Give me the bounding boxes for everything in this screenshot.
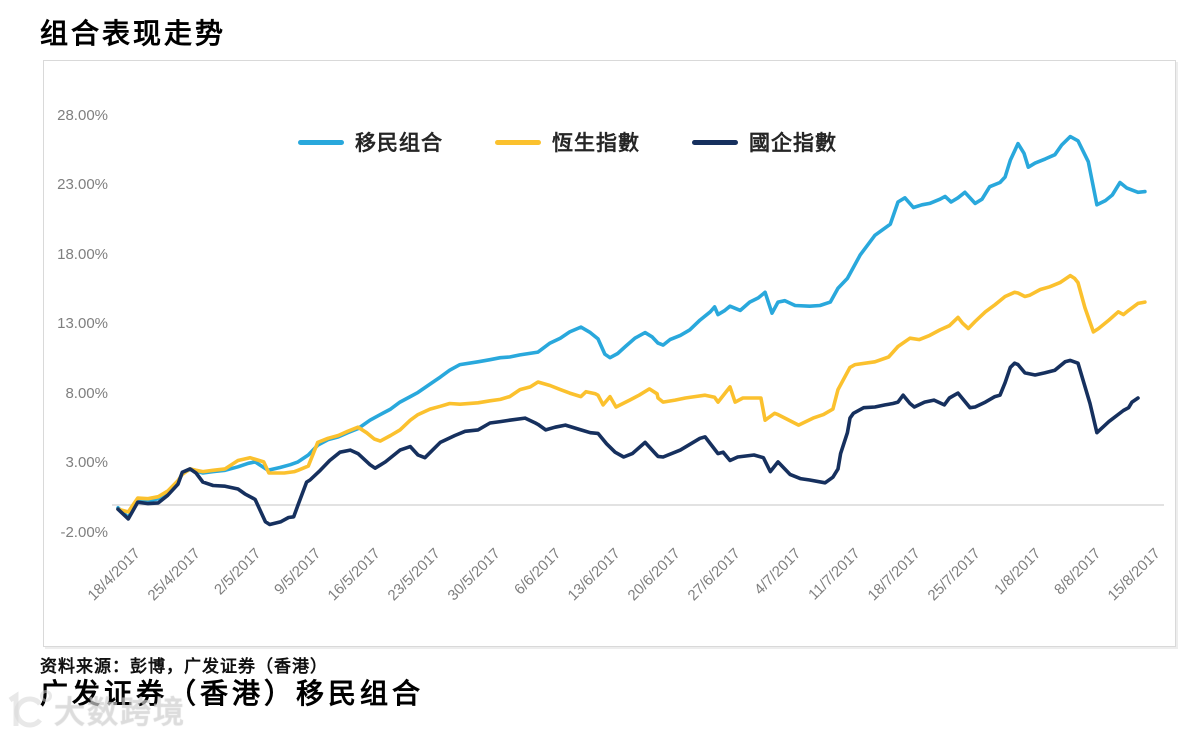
legend-swatch-portfolio-icon bbox=[298, 139, 344, 145]
watermark: 大数跨境 bbox=[2, 686, 186, 732]
legend-label-hscei: 國企指數 bbox=[749, 131, 837, 155]
y-axis-tick-label: 18.00% bbox=[57, 245, 108, 263]
legend-swatch-hscei-icon bbox=[692, 139, 738, 145]
legend-item-hsi: 恆生指數 bbox=[495, 127, 640, 157]
watermark-logo-icon bbox=[8, 690, 52, 728]
legend-swatch-hsi-icon bbox=[495, 139, 541, 145]
y-axis-tick-label: 28.00% bbox=[57, 106, 108, 124]
y-axis-tick-label: -2.00% bbox=[60, 523, 108, 541]
chart-legend: 移民组合 恆生指數 國企指數 bbox=[298, 127, 837, 157]
page-title: 组合表现走势 bbox=[40, 19, 227, 50]
legend-label-hsi: 恆生指數 bbox=[552, 131, 640, 155]
y-axis-tick-label: 3.00% bbox=[65, 454, 108, 472]
footer-title: 广发证券（香港）移民组合 bbox=[40, 679, 425, 710]
watermark-text: 大数跨境 bbox=[54, 694, 186, 730]
y-axis-tick-label: 23.00% bbox=[57, 176, 108, 194]
y-axis-tick-label: 8.00% bbox=[65, 384, 108, 402]
y-axis-tick-label: 13.00% bbox=[57, 315, 108, 333]
legend-label-portfolio: 移民组合 bbox=[355, 131, 443, 155]
legend-item-hscei: 國企指數 bbox=[692, 127, 837, 157]
source-note: 资料来源：彭博，广发证券（香港） bbox=[40, 657, 328, 676]
legend-item-portfolio: 移民组合 bbox=[298, 127, 443, 157]
